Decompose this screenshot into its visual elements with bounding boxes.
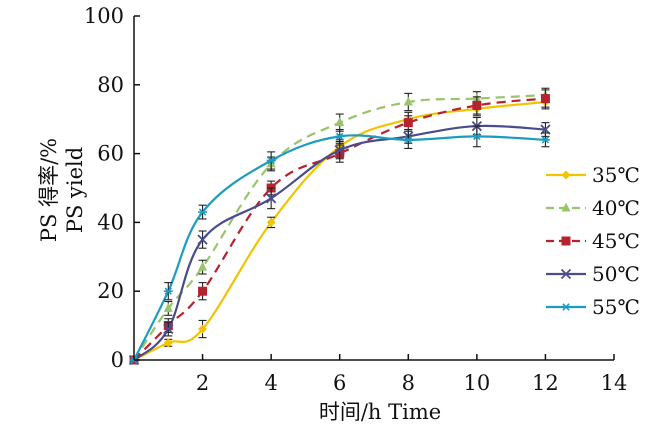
legend-label: 40℃: [592, 196, 640, 220]
series-line: [133, 134, 546, 361]
data-point: [540, 136, 550, 144]
legend-entry: 35℃: [546, 163, 640, 187]
y-axis-title-english: PS yield: [63, 147, 87, 233]
marker-stroke: [197, 234, 208, 245]
legend-entry: 55℃: [546, 295, 640, 319]
y-tick-label: 0: [111, 348, 124, 372]
tick-labels: 0 20 40 60 80 100 2 4 6 8 10 12 14: [84, 4, 627, 395]
series-layer: [128, 87, 551, 366]
y-tick-label: 20: [97, 279, 124, 303]
series-line: [133, 97, 546, 361]
data-point: [266, 217, 276, 227]
y-tick-label: 60: [97, 142, 124, 166]
data-point: [472, 100, 482, 110]
legend: 35℃ 40℃ 45℃ 50℃ 55℃: [546, 163, 640, 319]
x-tick-label: 6: [333, 371, 346, 395]
x-tick-label: 4: [264, 371, 277, 395]
x-tick-label: 14: [601, 371, 628, 395]
y-axis-title-chinese: PS 得率/%: [37, 138, 61, 242]
legend-swatch-marker: [561, 170, 571, 180]
data-point: [163, 323, 174, 335]
series-50℃: [128, 116, 551, 366]
data-point: [266, 193, 277, 204]
data-point: [163, 287, 173, 295]
data-point: [198, 324, 208, 334]
data-point: [334, 145, 345, 156]
series-55℃: [129, 125, 550, 364]
data-point: [403, 96, 413, 106]
data-point: [198, 261, 208, 271]
marker-stroke: [198, 208, 207, 216]
x-axis-title: 时间/h Time: [319, 400, 441, 424]
x-tick-label: 8: [402, 371, 415, 395]
data-point: [403, 136, 413, 144]
data-point: [540, 94, 550, 104]
legend-label: 50℃: [592, 262, 640, 286]
data-point: [266, 156, 276, 165]
data-point: [472, 132, 482, 141]
marker-stroke: [163, 323, 174, 335]
data-point: [403, 118, 413, 128]
marker-stroke: [334, 145, 345, 156]
data-point: [335, 132, 345, 141]
axes: [133, 15, 615, 361]
data-point: [335, 117, 345, 127]
legend-label: 45℃: [592, 229, 640, 253]
marker-stroke: [404, 136, 413, 144]
x-tick-label: 12: [532, 371, 559, 395]
data-point: [198, 208, 208, 216]
legend-label: 55℃: [592, 295, 640, 319]
legend-swatch-marker: [561, 236, 571, 246]
data-point: [163, 338, 173, 348]
legend-label: 35℃: [592, 163, 640, 187]
marker-stroke: [267, 156, 275, 165]
legend-swatch-marker: [560, 268, 572, 280]
y-tick-label: 40: [97, 210, 124, 234]
marker-stroke: [335, 132, 344, 141]
legend-entry: 50℃: [546, 262, 640, 286]
x-tick-label: 2: [196, 371, 209, 395]
marker-stroke: [473, 132, 481, 141]
y-tick-label: 100: [84, 4, 124, 28]
series-line: [133, 124, 546, 361]
series-line: [133, 94, 546, 361]
x-tick-label: 10: [463, 371, 490, 395]
marker-stroke: [541, 136, 550, 144]
legend-entry: 40℃: [546, 196, 640, 220]
marker-stroke: [164, 287, 173, 295]
series-line: [133, 100, 546, 361]
data-point: [197, 234, 208, 245]
y-tick-label: 80: [97, 73, 124, 97]
marker-stroke: [266, 193, 277, 204]
legend-swatch-marker: [561, 303, 571, 311]
data-point: [198, 286, 208, 296]
legend-swatch-marker: [561, 202, 571, 212]
marker-stroke: [560, 268, 572, 280]
marker-stroke: [562, 303, 570, 311]
data-point: [163, 302, 173, 312]
legend-entry: 45℃: [546, 229, 640, 253]
